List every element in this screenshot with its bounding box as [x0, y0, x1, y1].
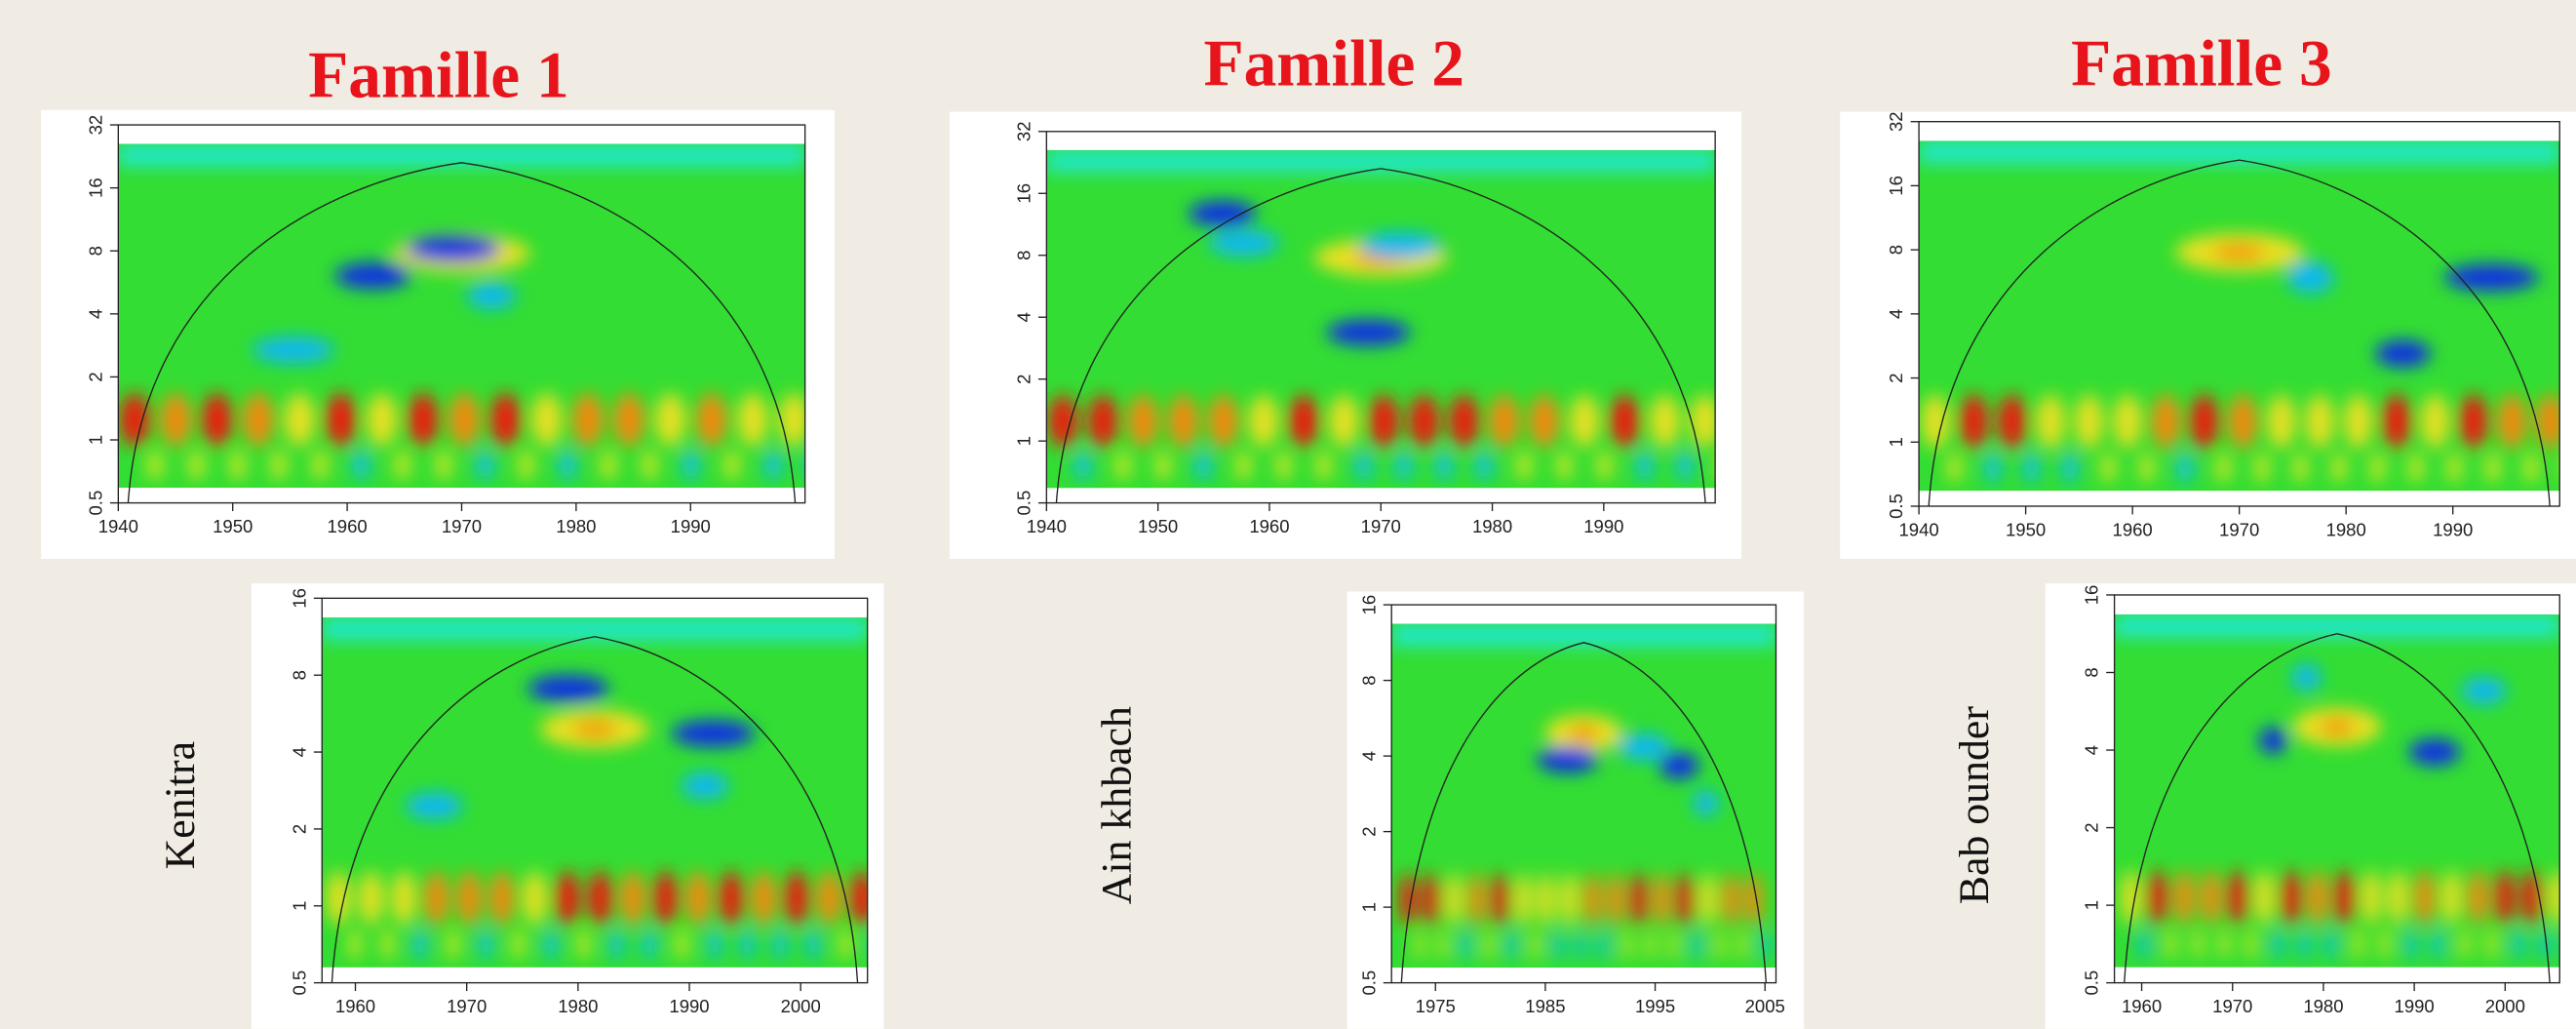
x-tick-label: 1990: [2395, 996, 2435, 1016]
y-tick-label: 0.5: [289, 970, 309, 996]
x-tick-label: 1975: [1416, 996, 1456, 1016]
x-tick-label: 1970: [447, 996, 487, 1016]
plot-frame: [1390, 604, 1777, 984]
y-tick-label: 16: [1013, 183, 1034, 204]
x-tick-label: 1960: [2113, 519, 2153, 539]
x-tick-label: 1940: [98, 516, 138, 536]
y-tick-label: 0.5: [2082, 970, 2102, 996]
x-tick-label: 1990: [1583, 516, 1623, 536]
y-tick-label: 4: [1886, 309, 1906, 319]
x-tick-label: 1950: [2006, 519, 2046, 539]
wavelet-panel: 1975 1985 1995 2005 0.5 1 2 4 8 16: [1347, 591, 1805, 1029]
x-tick-label: 1940: [1027, 516, 1067, 536]
y-tick-label: 8: [85, 246, 105, 256]
wavelet-panel: 1940 1950 1960 1970 1980 1990 0.5 1 2 4 8 16 32: [1840, 111, 2576, 559]
station-label: Bab ounder: [1951, 706, 1998, 905]
y-tick-label: 8: [289, 670, 309, 680]
y-tick-label: 0.5: [1886, 494, 1906, 519]
y-tick-label: 1: [289, 901, 309, 911]
x-tick-label: 1990: [669, 996, 709, 1016]
cone-of-influence: [127, 162, 797, 503]
x-tick-label: 1985: [1525, 996, 1565, 1016]
y-tick-label: 8: [1013, 251, 1034, 260]
plot-frame: [2113, 594, 2560, 984]
y-tick-label: 1: [2082, 900, 2102, 910]
y-tick-label: 4: [1013, 312, 1034, 322]
power-field: [322, 617, 868, 968]
panel-title: Famille 3: [2071, 27, 2332, 100]
panel-title: Famille 1: [308, 38, 569, 111]
x-tick-label: 1960: [335, 996, 375, 1016]
y-tick-label: 0.5: [1013, 491, 1034, 516]
y-tick-label: 16: [1358, 595, 1379, 615]
cone-of-influence: [1055, 168, 1706, 503]
station-label: Ain khbach: [1093, 706, 1140, 904]
cone-of-influence: [2124, 633, 2551, 983]
plot-frame: [321, 597, 869, 984]
power-field: [1046, 149, 1716, 489]
y-tick-label: 1: [85, 435, 105, 445]
cone-of-influence: [1928, 159, 2551, 507]
x-tick-label: 2000: [781, 996, 821, 1016]
y-tick-label: 8: [2082, 667, 2102, 677]
x-tick-label: 2000: [2485, 996, 2525, 1016]
cone-of-influence: [331, 636, 859, 983]
y-tick-label: 2: [289, 824, 309, 834]
y-tick-label: 8: [1358, 675, 1379, 685]
y-tick-label: 16: [2082, 585, 2102, 606]
y-tick-label: 32: [1886, 111, 1906, 132]
y-tick-label: 2: [2082, 822, 2102, 832]
y-tick-label: 1: [1886, 437, 1906, 447]
x-tick-label: 1950: [213, 516, 253, 536]
power-field: [1391, 623, 1776, 969]
x-tick-label: 1940: [1898, 519, 1938, 539]
y-tick-label: 2: [85, 372, 105, 381]
power-field: [1919, 140, 2560, 492]
power-field: [118, 143, 805, 489]
y-tick-label: 1: [1358, 902, 1379, 912]
x-tick-label: 1960: [2122, 996, 2162, 1016]
y-tick-label: 16: [1886, 176, 1906, 196]
x-tick-label: 1960: [327, 516, 367, 536]
x-tick-label: 1980: [556, 516, 596, 536]
x-tick-label: 1970: [2212, 996, 2252, 1016]
x-tick-label: 1990: [671, 516, 711, 536]
y-tick-label: 0.5: [85, 491, 105, 516]
y-tick-label: 16: [289, 588, 309, 609]
y-tick-label: 4: [289, 747, 309, 757]
y-tick-label: 32: [85, 115, 105, 136]
x-tick-label: 1980: [558, 996, 598, 1016]
y-tick-label: 2: [1358, 826, 1379, 836]
panel-title: Famille 2: [1203, 27, 1464, 100]
y-tick-label: 1: [1013, 436, 1034, 446]
station-label: Kenitra: [157, 741, 204, 869]
wavelet-panel: 1940 1950 1960 1970 1980 1990 0.5 1 2 4 8 16 32: [949, 111, 1742, 559]
y-tick-label: 2: [1886, 373, 1906, 382]
cone-of-influence: [1400, 642, 1768, 983]
x-tick-label: 1960: [1249, 516, 1289, 536]
x-tick-label: 1990: [2433, 519, 2473, 539]
x-tick-label: 1995: [1635, 996, 1675, 1016]
y-tick-label: 16: [85, 178, 105, 198]
x-tick-label: 1980: [2303, 996, 2343, 1016]
x-tick-label: 2005: [1745, 996, 1785, 1016]
x-tick-label: 1980: [2326, 519, 2366, 539]
y-tick-label: 0.5: [1358, 970, 1379, 996]
power-field: [2114, 613, 2560, 968]
y-tick-label: 2: [1013, 375, 1034, 384]
x-tick-label: 1980: [1472, 516, 1512, 536]
y-tick-label: 8: [1886, 245, 1906, 255]
x-tick-label: 1970: [1361, 516, 1401, 536]
wavelet-panel: 1960 1970 1980 1990 2000 0.5 1 2 4 8 16: [251, 583, 884, 1029]
y-tick-label: 4: [85, 309, 105, 319]
x-tick-label: 1970: [2219, 519, 2259, 539]
y-tick-label: 4: [1358, 751, 1379, 761]
y-tick-label: 4: [2082, 745, 2102, 755]
x-tick-label: 1950: [1138, 516, 1178, 536]
wavelet-panel: 1960 1970 1980 1990 2000 0.5 1 2 4 8 16: [2045, 583, 2576, 1029]
x-tick-label: 1970: [442, 516, 482, 536]
wavelet-panel: 1940 1950 1960 1970 1980 1990 0.5 1 2 4 8 16 32: [41, 109, 835, 559]
y-tick-label: 32: [1013, 121, 1034, 141]
